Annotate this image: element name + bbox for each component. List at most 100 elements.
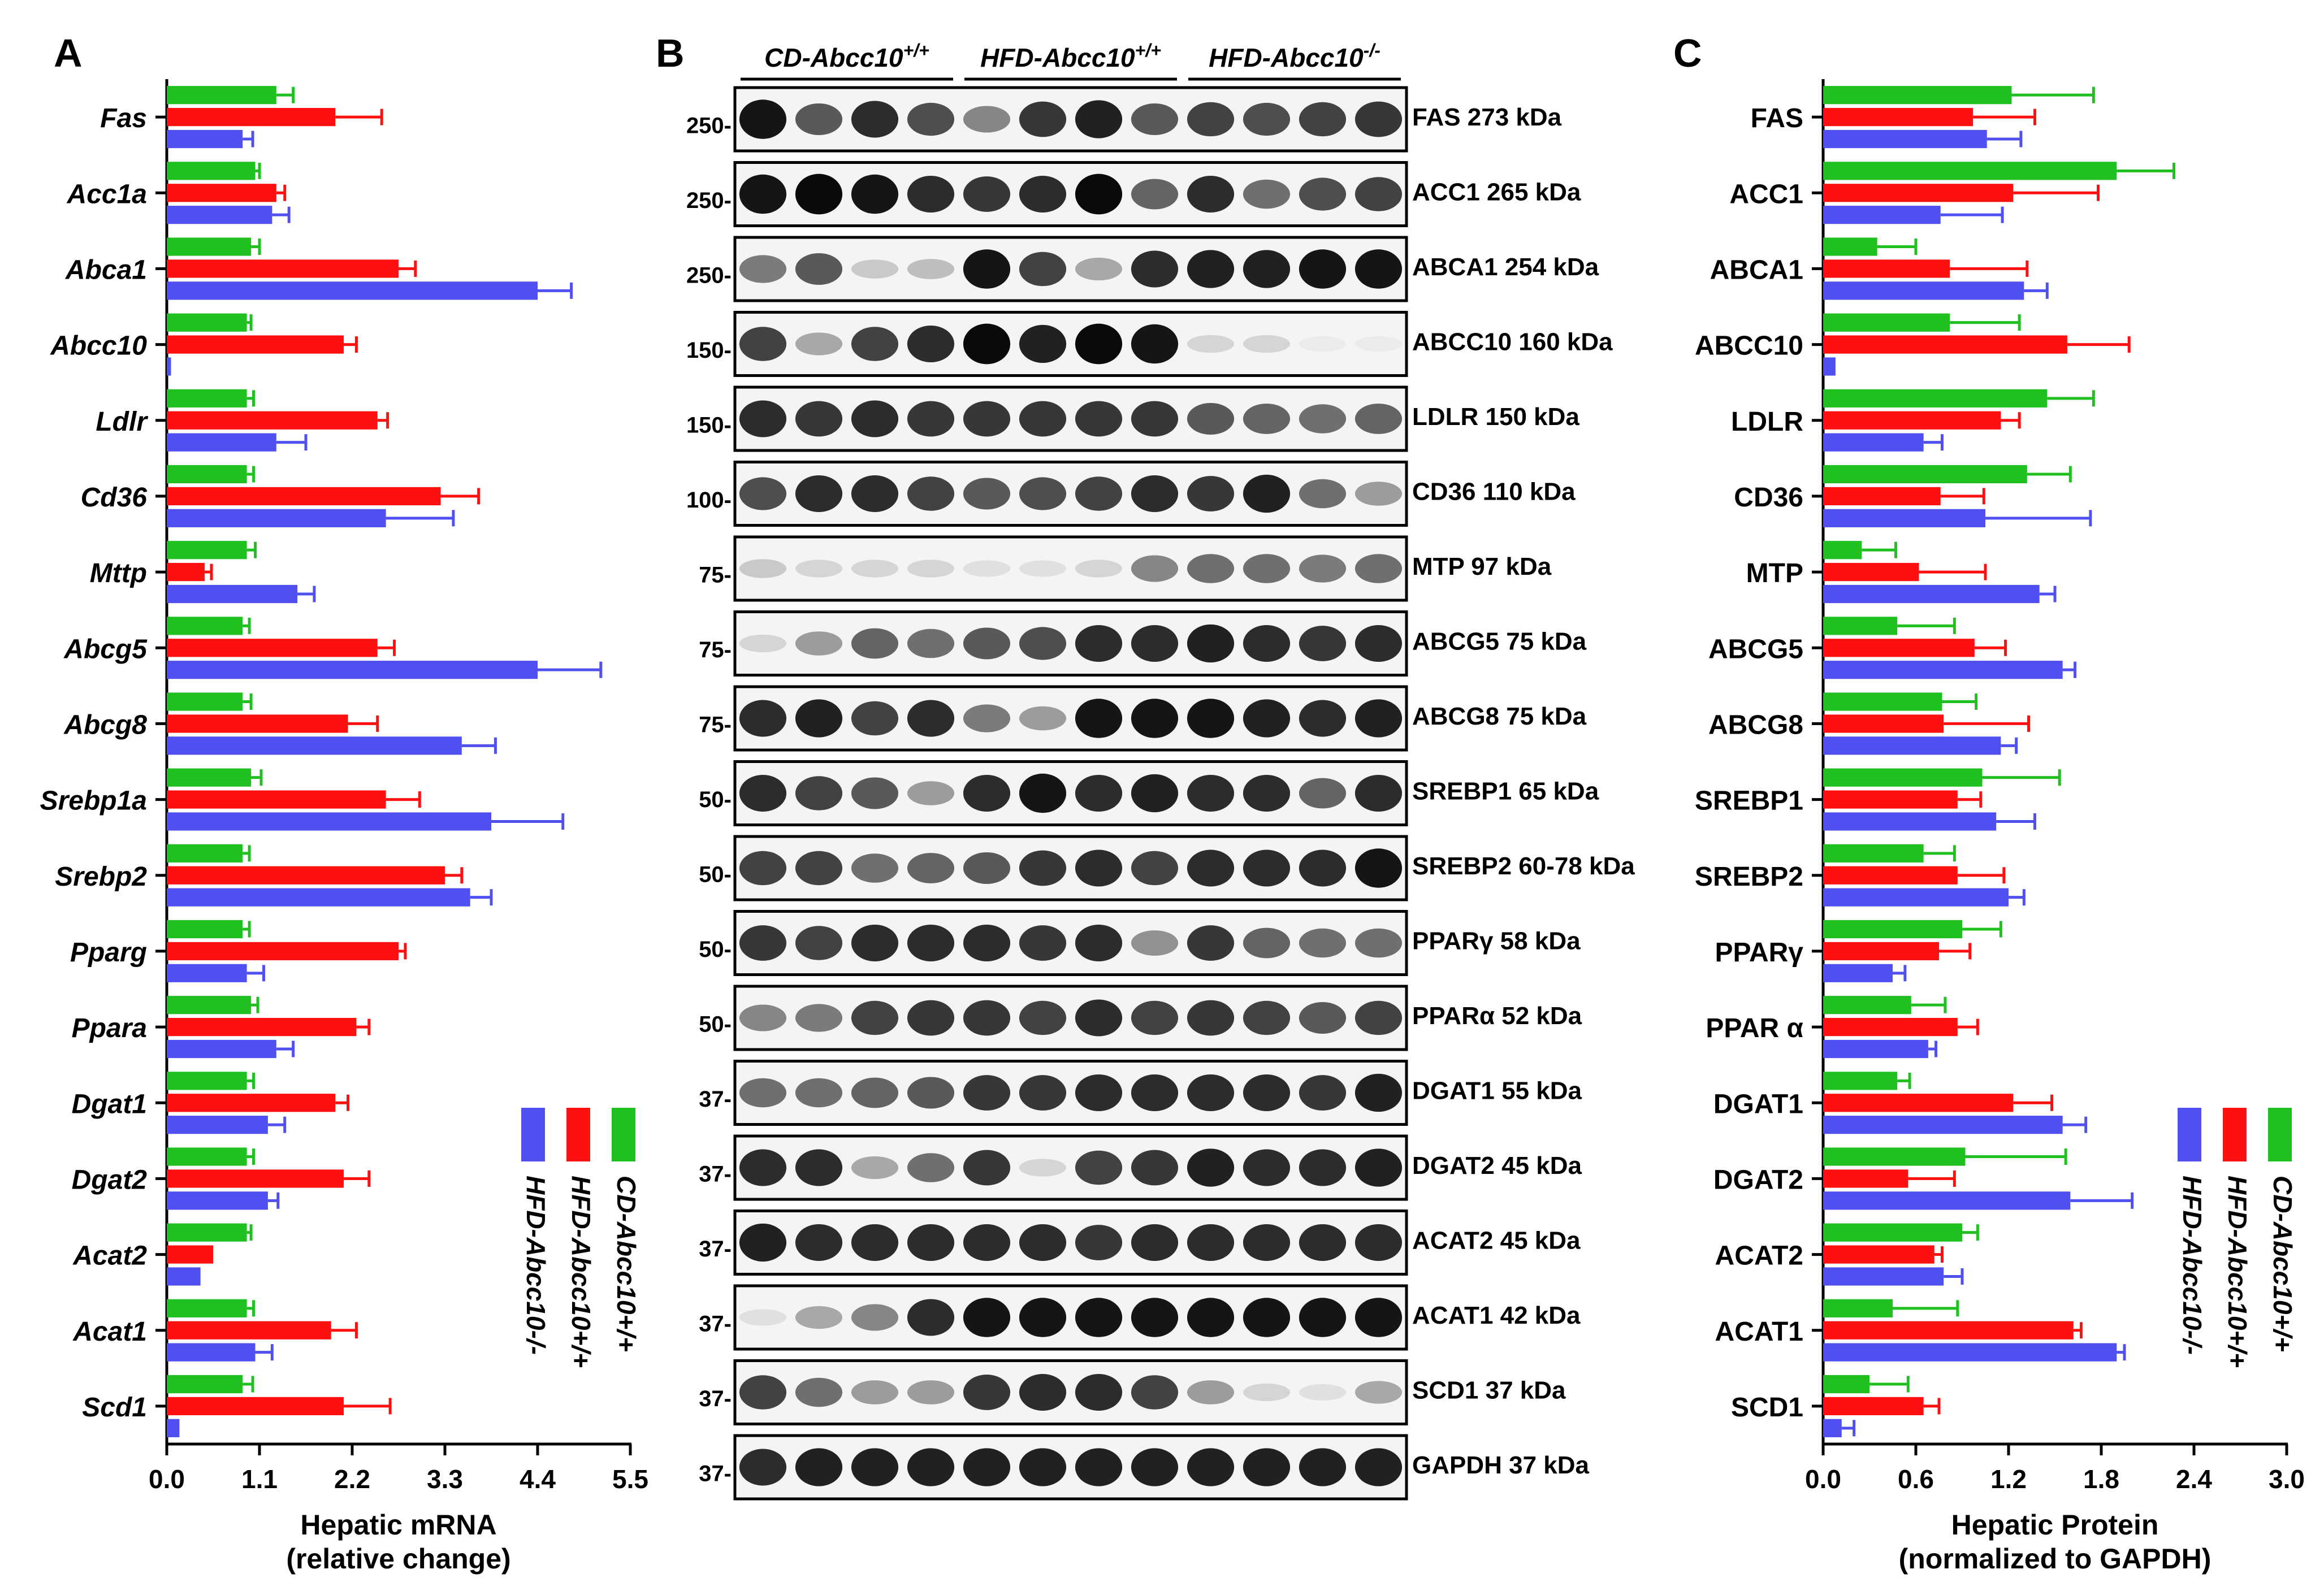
bar-hfd-abcc10-acc1a bbox=[167, 184, 276, 202]
category-label-abcc10: Abcc10 bbox=[50, 331, 147, 361]
band-lane-9 bbox=[1187, 925, 1235, 961]
band-lane-4 bbox=[907, 560, 955, 578]
band-lane-9 bbox=[1187, 1380, 1235, 1404]
band-lane-10 bbox=[1243, 250, 1291, 288]
bar-cd-abcc10-ldlr bbox=[167, 389, 247, 407]
band-lane-5 bbox=[963, 176, 1011, 212]
band-lane-3 bbox=[851, 475, 899, 512]
band-lane-5 bbox=[963, 775, 1011, 812]
bar-hfd-abcc10-dgat1 bbox=[167, 1116, 268, 1134]
bar-hfd-abcc10-abcc10 bbox=[1823, 357, 1836, 376]
bar-cd-abcc10-abcg5 bbox=[167, 617, 243, 635]
band-lane-3 bbox=[851, 1224, 899, 1261]
bar-cd-abcc10-srebp2 bbox=[167, 844, 243, 862]
band-lane-8 bbox=[1131, 1448, 1179, 1486]
band-lane-1 bbox=[739, 925, 787, 961]
category-label-mttp: Mttp bbox=[90, 558, 147, 588]
blot-strip-acc1-265-kda bbox=[733, 161, 1408, 227]
band-lane-5 bbox=[963, 1298, 1011, 1337]
band-lane-12 bbox=[1354, 482, 1403, 506]
bar-hfd-abcc10-cd36 bbox=[1823, 509, 1985, 527]
band-lane-8 bbox=[1131, 1074, 1179, 1111]
band-lane-2 bbox=[795, 1377, 843, 1407]
bar-hfd-abcc10-cd36 bbox=[167, 487, 441, 506]
band-lane-1 bbox=[739, 1149, 787, 1186]
bar-hfd-abcc10-ppara bbox=[167, 1039, 276, 1059]
x-axis-label: Hepatic Protein bbox=[1951, 1509, 2159, 1541]
band-lane-9 bbox=[1187, 1074, 1235, 1111]
band-lane-11 bbox=[1299, 626, 1347, 661]
protein-label-abcc10-160-kda: ABCC10 160 kDa bbox=[1412, 328, 1613, 356]
panel-b-letter: B bbox=[656, 31, 685, 75]
blot-strip-ldlr-150-kda bbox=[733, 385, 1408, 452]
band-lane-5 bbox=[963, 1224, 1011, 1261]
band-lane-12 bbox=[1354, 101, 1403, 137]
band-lane-6 bbox=[1019, 1159, 1067, 1177]
band-lane-9 bbox=[1187, 1000, 1235, 1036]
legend-swatch-hfd-abcc10 bbox=[2178, 1108, 2201, 1161]
bar-hfd-abcc10-dgat1 bbox=[167, 1094, 336, 1112]
bar-hfd-abcc10-abcc10 bbox=[167, 335, 344, 354]
bar-cd-abcc10-abca1 bbox=[167, 237, 252, 256]
x-tick-label: 0.0 bbox=[149, 1464, 185, 1494]
bar-cd-abcc10-abcc10 bbox=[167, 313, 247, 332]
band-lane-3 bbox=[851, 925, 899, 961]
category-label-abcg5: Abcg5 bbox=[63, 634, 148, 664]
band-lane-6 bbox=[1019, 1298, 1067, 1337]
category-label-srebp1a: Srebp1a bbox=[40, 786, 147, 816]
band-lane-4 bbox=[907, 1077, 955, 1109]
panel-a-letter: A bbox=[54, 31, 83, 75]
category-label-srebp2: SREBP2 bbox=[1695, 862, 1803, 892]
panel-c-letter: C bbox=[1673, 31, 1702, 75]
bar-hfd-abcc10-srebp1a bbox=[167, 812, 491, 831]
band-lane-10 bbox=[1243, 775, 1291, 812]
blot-strip-srebp2-60-78-kda bbox=[733, 835, 1408, 901]
bar-hfd-abcc10-ldlr bbox=[1823, 433, 1924, 452]
band-lane-12 bbox=[1354, 336, 1403, 352]
x-tick-label: 0.0 bbox=[1805, 1464, 1841, 1494]
bar-hfd-abcc10-abcg8 bbox=[167, 736, 462, 755]
band-lane-1 bbox=[739, 1078, 787, 1108]
band-lane-11 bbox=[1299, 404, 1347, 433]
category-label-scd1: SCD1 bbox=[1731, 1393, 1803, 1423]
protein-label-abcg5-75-kda: ABCG5 75 kDa bbox=[1412, 628, 1587, 656]
band-lane-9 bbox=[1187, 554, 1235, 583]
band-lane-5 bbox=[963, 249, 1011, 289]
bar-hfd-abcc10-ldlr bbox=[167, 433, 276, 452]
bar-hfd-abcc10-acat1 bbox=[1823, 1343, 2117, 1362]
band-lane-10 bbox=[1243, 1074, 1291, 1111]
blot-strip-acat2-45-kda bbox=[733, 1209, 1408, 1276]
band-lane-9 bbox=[1187, 1224, 1235, 1261]
band-lane-4 bbox=[907, 1153, 955, 1182]
bar-hfd-abcc10-abcg8 bbox=[1823, 714, 1944, 733]
band-lane-1 bbox=[739, 634, 787, 653]
bar-cd-abcc10-abcc10 bbox=[1823, 313, 1950, 332]
mw-marker: 75- bbox=[699, 638, 732, 662]
protein-label-srebp2-60-78-kda: SREBP2 60-78 kDa bbox=[1412, 852, 1635, 880]
band-lane-2 bbox=[795, 1306, 843, 1329]
category-label-abcg5: ABCG5 bbox=[1708, 634, 1803, 664]
category-label-abca1: ABCA1 bbox=[1710, 255, 1803, 285]
band-lane-1 bbox=[739, 1449, 787, 1486]
category-label-fas: FAS bbox=[1751, 103, 1803, 133]
band-lane-12 bbox=[1354, 554, 1403, 583]
mw-marker: 37- bbox=[699, 1237, 732, 1261]
group-label-hfd-abcc10: HFD-Abcc10+/+ bbox=[980, 40, 1161, 72]
category-label-dgat2: Dgat2 bbox=[72, 1165, 148, 1195]
band-lane-3 bbox=[851, 777, 899, 809]
bar-hfd-abcc10-abca1 bbox=[167, 259, 399, 278]
bar-cd-abcc10-mttp bbox=[167, 541, 247, 560]
band-lane-12 bbox=[1354, 1448, 1403, 1486]
band-lane-11 bbox=[1299, 778, 1347, 809]
band-lane-3 bbox=[851, 1156, 899, 1180]
bar-hfd-abcc10-fas bbox=[1823, 107, 1974, 127]
band-lane-9 bbox=[1187, 250, 1235, 288]
band-lane-9 bbox=[1187, 335, 1235, 353]
bar-hfd-abcc10-abcg5 bbox=[1823, 661, 2063, 679]
band-lane-4 bbox=[907, 401, 955, 437]
bar-cd-abcc10-fas bbox=[1823, 86, 2012, 105]
band-lane-7 bbox=[1075, 849, 1123, 887]
band-lane-3 bbox=[851, 628, 899, 659]
protein-label-acc1-265-kda: ACC1 265 kDa bbox=[1412, 179, 1581, 206]
blot-strip-abcc10-160-kda bbox=[733, 311, 1408, 377]
